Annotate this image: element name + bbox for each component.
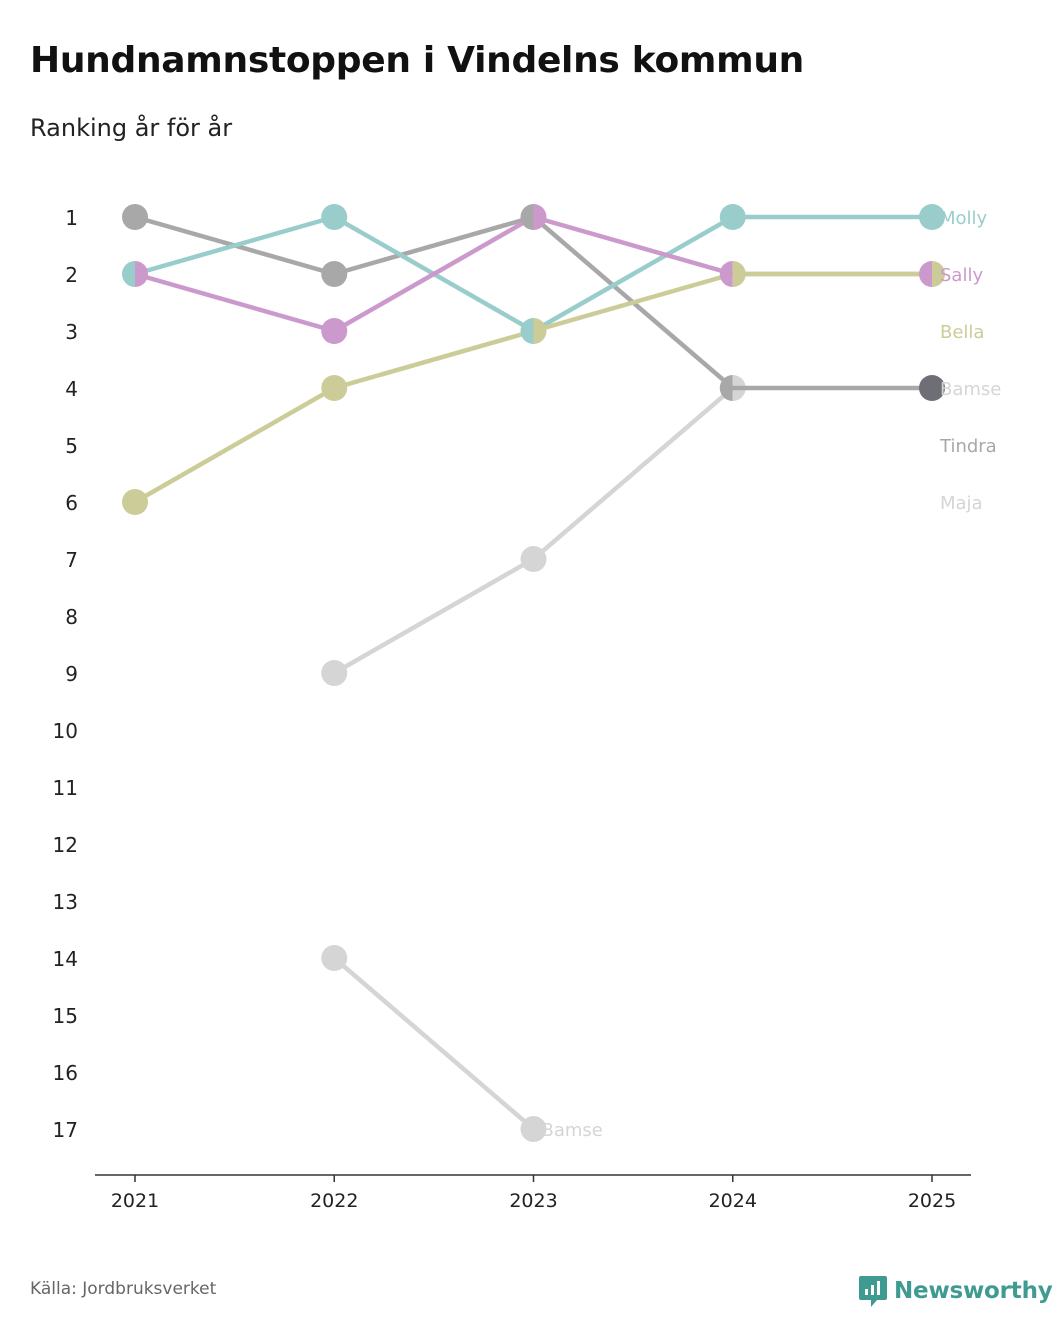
y-tick-label-7: 7	[65, 548, 78, 572]
point-tindra-2021[interactable]	[122, 204, 148, 230]
y-tick-label-10: 10	[53, 719, 78, 743]
point-sally-2022[interactable]	[321, 318, 348, 344]
point-molly-2024[interactable]	[719, 204, 746, 230]
y-tick-label-1: 1	[65, 206, 78, 230]
chart-subtitle: Ranking år för år	[30, 114, 233, 142]
y-tick-label-8: 8	[65, 605, 78, 629]
series-line-bamse-2022-2023	[332, 955, 536, 1132]
series-line-sally-2021-2022	[132, 271, 337, 334]
point-maja-2022[interactable]	[321, 660, 348, 686]
point-bamse-2022[interactable]	[321, 945, 348, 971]
end-label-maja: Maja	[940, 493, 983, 514]
x-tick-label-2022: 2022	[310, 1190, 358, 1212]
point-molly-2023[interactable]	[520, 318, 534, 344]
chart-title: Hundnamnstoppen i Vindelns kommun	[30, 40, 804, 81]
end-label-molly: Molly	[940, 208, 988, 229]
y-tick-label-5: 5	[65, 434, 78, 458]
series-line-bella-2021-2022	[132, 385, 337, 505]
x-tick-label-2024: 2024	[709, 1190, 757, 1212]
point-bamse-2023[interactable]	[520, 1116, 547, 1142]
point-tindra-2022[interactable]	[321, 261, 348, 287]
point-bella-2025[interactable]	[932, 261, 945, 287]
point-sally-2024[interactable]	[719, 261, 733, 287]
y-tick-label-4: 4	[65, 377, 78, 401]
series-line-molly-2023-2024	[531, 214, 735, 334]
y-tick-label-2: 2	[65, 263, 78, 287]
y-tick-label-13: 13	[53, 890, 78, 914]
series-line-molly-2021-2022	[132, 214, 337, 277]
newsworthy-logo-icon	[859, 1276, 887, 1307]
point-sally-2025[interactable]	[919, 261, 932, 287]
y-tick-label-17: 17	[53, 1118, 78, 1142]
point-sally-2023[interactable]	[533, 204, 547, 230]
point-bella-2024[interactable]	[732, 261, 746, 287]
y-tick-label-3: 3	[65, 320, 78, 344]
point-molly-2022[interactable]	[321, 204, 348, 230]
point-bella-2022[interactable]	[321, 375, 348, 401]
source-note: Källa: Jordbruksverket	[30, 1279, 217, 1299]
series-line-sally-2022-2023	[332, 214, 536, 334]
point-bella-2021[interactable]	[122, 489, 148, 515]
x-tick-label-2023: 2023	[509, 1190, 557, 1212]
brand-name: Newsworthy	[894, 1278, 1053, 1304]
point-molly-2025[interactable]	[919, 204, 945, 230]
series-line-maja-2023-2024	[531, 385, 735, 562]
point-bamse-2025-highlight[interactable]	[919, 375, 945, 401]
end-label-tindra: Tindra	[939, 436, 997, 457]
point-maja-2023[interactable]	[520, 546, 547, 572]
y-tick-label-6: 6	[65, 491, 78, 515]
y-tick-label-9: 9	[65, 662, 78, 686]
y-tick-label-12: 12	[53, 833, 78, 857]
point-sally-2021[interactable]	[135, 261, 148, 287]
point-tindra-2023[interactable]	[520, 204, 534, 230]
end-label-bella: Bella	[940, 322, 984, 343]
x-tick-label-2025: 2025	[908, 1190, 956, 1212]
series-line-tindra-2022-2023	[332, 214, 536, 277]
x-tick-label-2021: 2021	[111, 1190, 159, 1212]
series-line-bella-2023-2024	[531, 271, 735, 334]
y-tick-label-14: 14	[53, 947, 78, 971]
point-bella-2023[interactable]	[533, 318, 547, 344]
y-tick-label-15: 15	[53, 1004, 78, 1028]
point-molly-2021[interactable]	[122, 261, 135, 287]
newsworthy-brand[interactable]: Newsworthy	[858, 1274, 1053, 1308]
end-label-bamse: Bamse	[940, 379, 1001, 400]
inline-label-bamse-2023: Bamse	[542, 1120, 603, 1141]
series-line-bella-2022-2023	[332, 328, 536, 391]
series-line-maja-2022-2023	[332, 556, 536, 676]
point-tindra-2024[interactable]	[719, 375, 733, 401]
series-line-sally-2023-2024	[531, 214, 735, 277]
y-tick-label-16: 16	[53, 1061, 78, 1085]
y-tick-label-11: 11	[53, 776, 78, 800]
end-label-sally: Sally	[940, 265, 983, 286]
